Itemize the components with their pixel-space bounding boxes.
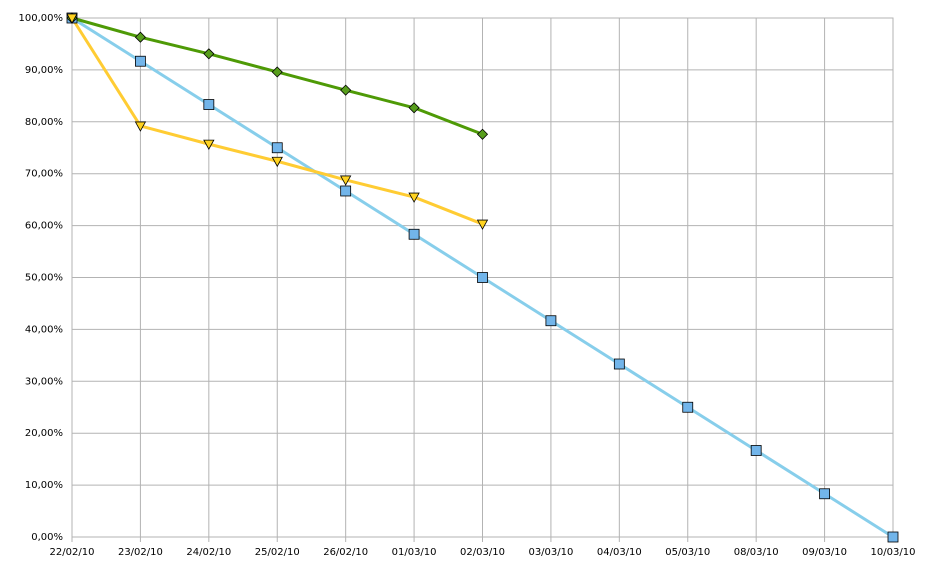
marker [340, 185, 352, 197]
marker [408, 102, 420, 114]
x-tick-label: 02/03/10 [460, 547, 505, 558]
marker [203, 99, 215, 110]
y-tick-label: 10,00% [25, 480, 63, 491]
x-tick-label: 04/03/10 [597, 547, 642, 558]
marker [271, 66, 283, 78]
marker [134, 31, 146, 43]
y-tick-label: 70,00% [25, 169, 63, 180]
y-tick-label: 50,00% [25, 273, 63, 284]
marker [271, 142, 283, 154]
x-tick-label: 05/03/10 [665, 547, 710, 558]
x-tick-label: 09/03/10 [802, 547, 847, 558]
marker [134, 121, 147, 132]
marker [476, 219, 489, 230]
x-tick-label: 22/02/10 [50, 547, 95, 558]
y-tick-label: 90,00% [25, 65, 63, 76]
y-tick-label: 30,00% [25, 376, 63, 387]
y-tick-label: 0,00% [31, 532, 63, 543]
x-tick-label: 25/02/10 [255, 547, 300, 558]
y-tick-label: 80,00% [25, 117, 63, 128]
marker [340, 84, 352, 96]
x-tick-label: 01/03/10 [392, 547, 437, 558]
marker [66, 13, 78, 24]
marker [339, 175, 352, 186]
x-tick-label: 26/02/10 [323, 547, 368, 558]
marker [203, 48, 215, 60]
marker [819, 488, 830, 500]
x-tick-label: 03/03/10 [528, 547, 573, 558]
marker [750, 445, 762, 456]
y-tick-label: 60,00% [25, 221, 63, 232]
marker [887, 531, 899, 543]
marker [682, 401, 694, 413]
marker [613, 358, 625, 370]
plot-border [71, 17, 894, 538]
x-tick-label: 23/02/10 [118, 547, 163, 558]
y-tick-label: 100,00% [19, 13, 64, 24]
marker [545, 315, 557, 327]
marker [477, 272, 488, 283]
y-tick-label: 40,00% [25, 324, 63, 335]
marker [135, 55, 146, 67]
marker [271, 156, 283, 168]
marker [408, 192, 420, 203]
y-tick-label: 20,00% [25, 428, 63, 439]
marker [476, 128, 489, 140]
marker [203, 139, 215, 150]
x-tick-label: 08/03/10 [734, 547, 779, 558]
marker [408, 228, 420, 240]
x-tick-label: 24/02/10 [186, 547, 231, 558]
x-tick-label: 10/03/10 [871, 547, 916, 558]
